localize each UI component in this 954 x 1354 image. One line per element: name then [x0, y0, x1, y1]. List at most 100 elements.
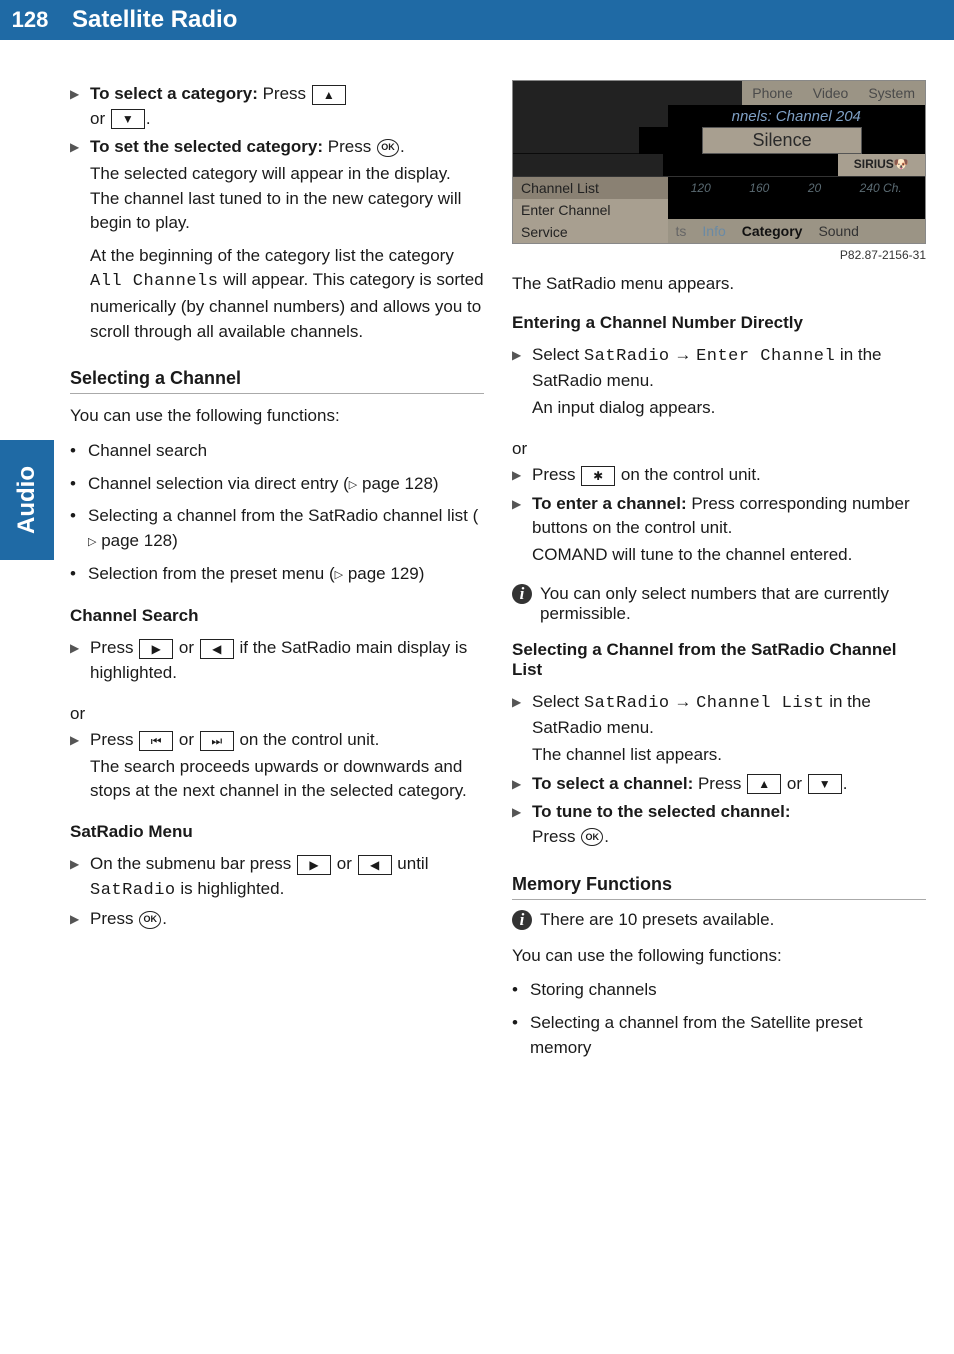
paragraph: The channel list appears. — [532, 743, 926, 768]
text: page 129) — [343, 564, 424, 583]
arrow-icon: → — [670, 692, 696, 711]
btab: Sound — [810, 219, 866, 243]
bullet-icon: • — [70, 439, 88, 464]
info-icon: i — [512, 910, 532, 930]
section-tab-audio: Audio — [0, 440, 54, 560]
page-number: 128 — [0, 0, 60, 40]
text: or — [332, 854, 357, 873]
left-key-icon: ◀ — [200, 639, 234, 659]
silence-label: Silence — [702, 127, 862, 154]
step-marker-icon: ▶ — [512, 492, 532, 568]
right-key-icon: ▶ — [139, 639, 173, 659]
step-body: To select a channel: Press ▲ or ▼. — [532, 772, 926, 797]
step-body: On the submenu bar press ▶ or ◀ until Sa… — [90, 852, 484, 903]
text: . — [400, 137, 405, 156]
text: on the control unit. — [616, 465, 761, 484]
list-item: Channel search — [88, 439, 484, 464]
dial-num: 120 — [691, 181, 711, 195]
text: . — [604, 827, 609, 846]
text: Select — [532, 345, 584, 364]
heading-channel-search: Channel Search — [70, 606, 484, 626]
bullet-icon: • — [512, 1011, 530, 1060]
star-key-icon: ✱ — [581, 466, 615, 486]
text: Channel selection via direct entry ( — [88, 474, 349, 493]
text: Press — [90, 909, 138, 928]
info-icon: i — [512, 584, 532, 604]
info-text: There are 10 presets available. — [540, 910, 926, 930]
text: Press — [258, 84, 311, 103]
mono-text: All Channels — [90, 272, 218, 291]
btab: Info — [694, 219, 733, 243]
bullet-icon: • — [70, 472, 88, 497]
step-body: Select SatRadio → Enter Channel in the S… — [532, 343, 926, 421]
text: page 128) — [357, 474, 438, 493]
list-item: Storing channels — [530, 978, 926, 1003]
mono-text: Channel List — [696, 694, 824, 713]
text: Selecting a channel from the SatRadio ch… — [88, 506, 478, 525]
text: Press — [90, 638, 138, 657]
paragraph: The selected category will appear in the… — [90, 162, 484, 236]
step-marker-icon: ▶ — [70, 82, 90, 131]
info-text: You can only select numbers that are cur… — [540, 584, 926, 624]
step-marker-icon: ▶ — [70, 852, 90, 903]
heading-satradio-menu: SatRadio Menu — [70, 822, 484, 842]
text: until — [393, 854, 429, 873]
list-item: Channel selection via direct entry (▷ pa… — [88, 472, 484, 497]
step-marker-icon: ▶ — [512, 343, 532, 421]
left-column: ▶ To select a category: Press ▲ or ▼. ▶ … — [70, 80, 484, 1078]
dial-num: 20 — [808, 181, 821, 195]
text: Press — [693, 774, 746, 793]
pageref-icon: ▷ — [349, 478, 357, 494]
step-marker-icon: ▶ — [70, 728, 90, 804]
text: Selection from the preset menu ( — [88, 564, 335, 583]
ok-key-icon: OK — [377, 139, 399, 157]
text: page 128) — [96, 531, 177, 550]
step-marker-icon: ▶ — [70, 907, 90, 932]
arrow-icon: → — [670, 345, 696, 364]
list-item: Selection from the preset menu (▷ page 1… — [88, 562, 484, 587]
mono-text: SatRadio — [584, 694, 670, 713]
heading-memory-functions: Memory Functions — [512, 874, 926, 900]
screenshot-satradio: Phone Video System nnels: Channel 204 Si… — [512, 80, 926, 244]
header-title: Satellite Radio — [60, 0, 954, 40]
step-body: To tune to the selected channel: Press O… — [532, 800, 926, 849]
text: On the submenu bar press — [90, 854, 296, 873]
paragraph: The SatRadio menu appears. — [512, 272, 926, 297]
tab: System — [858, 81, 925, 105]
heading-selecting-channel: Selecting a Channel — [70, 368, 484, 394]
btab: ts — [668, 219, 695, 243]
up-key-icon: ▲ — [747, 774, 781, 794]
menu-item: Service — [513, 221, 668, 243]
step-body: Press ✱ on the control unit. — [532, 463, 926, 488]
step-body: To select a category: Press ▲ or ▼. — [90, 82, 484, 131]
text: or — [174, 638, 199, 657]
page-header: 128 Satellite Radio — [0, 0, 954, 40]
step-marker-icon: ▶ — [512, 463, 532, 488]
step-lead: To set the selected category: — [90, 137, 323, 156]
right-column: Phone Video System nnels: Channel 204 Si… — [512, 80, 926, 1078]
text: Press — [90, 730, 138, 749]
step-lead: To select a category: — [90, 84, 258, 103]
paragraph: COMAND will tune to the channel entered. — [532, 543, 926, 568]
figure-ref: P82.87-2156-31 — [512, 248, 926, 262]
pageref-icon: ▷ — [335, 568, 343, 584]
step-body: To set the selected category: Press OK. … — [90, 135, 484, 344]
paragraph: You can use the following functions: — [70, 404, 484, 429]
next-key-icon: ⏭ — [200, 731, 234, 751]
mono-text: SatRadio — [90, 881, 176, 900]
step-lead: To select a channel: — [532, 774, 693, 793]
dial-num: 160 — [749, 181, 769, 195]
paragraph: The search proceeds upwards or downwards… — [90, 755, 484, 804]
step-body: Press ⏮ or ⏭ on the control unit. The se… — [90, 728, 484, 804]
paragraph: At the beginning of the category list th… — [90, 244, 484, 345]
down-key-icon: ▼ — [111, 109, 145, 129]
text: Select — [532, 692, 584, 711]
step-marker-icon: ▶ — [512, 772, 532, 797]
mono-text: Enter Channel — [696, 347, 835, 366]
step-marker-icon: ▶ — [70, 135, 90, 344]
menu-item: Channel List — [513, 177, 668, 199]
up-key-icon: ▲ — [312, 85, 346, 105]
ok-key-icon: OK — [581, 828, 603, 846]
tab: Phone — [742, 81, 802, 105]
right-key-icon: ▶ — [297, 855, 331, 875]
